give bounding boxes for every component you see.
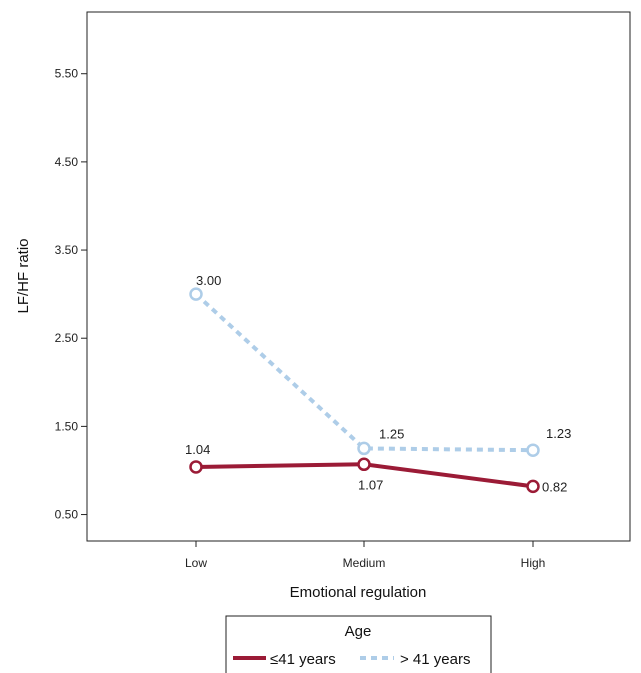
x-tick-label: Medium (343, 556, 386, 570)
series-1-point (357, 441, 371, 456)
series-1-data-label: 1.23 (546, 426, 571, 441)
plot-area-frame (86, 11, 631, 542)
series-1-point (526, 443, 540, 457)
series-line-1 (194, 292, 534, 453)
x-axis-ticks: Low Medium High (185, 541, 545, 570)
y-tick-label: 2.50 (55, 331, 79, 345)
series-layer (189, 287, 540, 494)
y-tick-label: 3.50 (55, 243, 79, 257)
y-tick-label: 5.50 (55, 67, 79, 81)
legend-frame (225, 615, 492, 673)
legend-label-young: ≤41 years (270, 651, 336, 668)
y-tick-label: 1.50 (55, 419, 79, 433)
y-axis-ticks: 0.50 1.50 2.50 3.50 4.50 5.50 (55, 67, 87, 522)
series-0-point (189, 460, 203, 474)
series-1-data-label: 3.00 (196, 273, 221, 288)
series-0-point (526, 479, 540, 494)
x-axis-title: Emotional regulation (290, 584, 427, 601)
series-0-point (357, 457, 371, 472)
series-0-data-label: 1.04 (185, 442, 210, 457)
x-tick-label: Low (185, 556, 207, 570)
series-1-data-label: 1.25 (379, 426, 404, 441)
series-0-data-label: 1.07 (358, 477, 383, 492)
legend-title: Age (345, 623, 372, 640)
y-tick-label: 0.50 (55, 508, 79, 522)
series-1-point (189, 287, 203, 301)
data-label-layer: 3.00 1.25 1.23 1.04 1.07 0.82 (185, 273, 571, 494)
y-axis-title: LF/HF ratio (15, 238, 32, 313)
x-tick-label: High (521, 556, 546, 570)
legend: Age ≤41 years > 41 years (225, 615, 492, 673)
y-tick-label: 4.50 (55, 155, 79, 169)
series-0-data-label: 0.82 (542, 479, 567, 494)
legend-label-old: > 41 years (400, 651, 470, 668)
